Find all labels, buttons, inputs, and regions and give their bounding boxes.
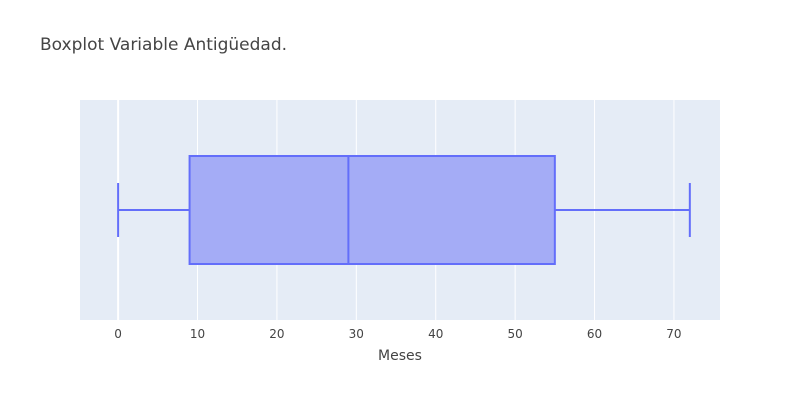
chart-title: Boxplot Variable Antigüedad.: [40, 35, 287, 55]
x-axis-ticks: 0 10 20 30 40 50 60 70: [114, 327, 681, 341]
x-tick-label-10: 10: [190, 327, 205, 341]
x-tick-label-40: 40: [428, 327, 443, 341]
x-tick-label-50: 50: [507, 327, 522, 341]
x-tick-label-20: 20: [269, 327, 284, 341]
x-tick-label-70: 70: [666, 327, 681, 341]
x-tick-label-30: 30: [349, 327, 364, 341]
x-axis-title: Meses: [378, 348, 422, 364]
iqr-box[interactable]: [188, 155, 556, 265]
x-tick-label-0: 0: [114, 327, 122, 341]
box-plot[interactable]: [117, 155, 691, 265]
x-tick-label-60: 60: [587, 327, 602, 341]
